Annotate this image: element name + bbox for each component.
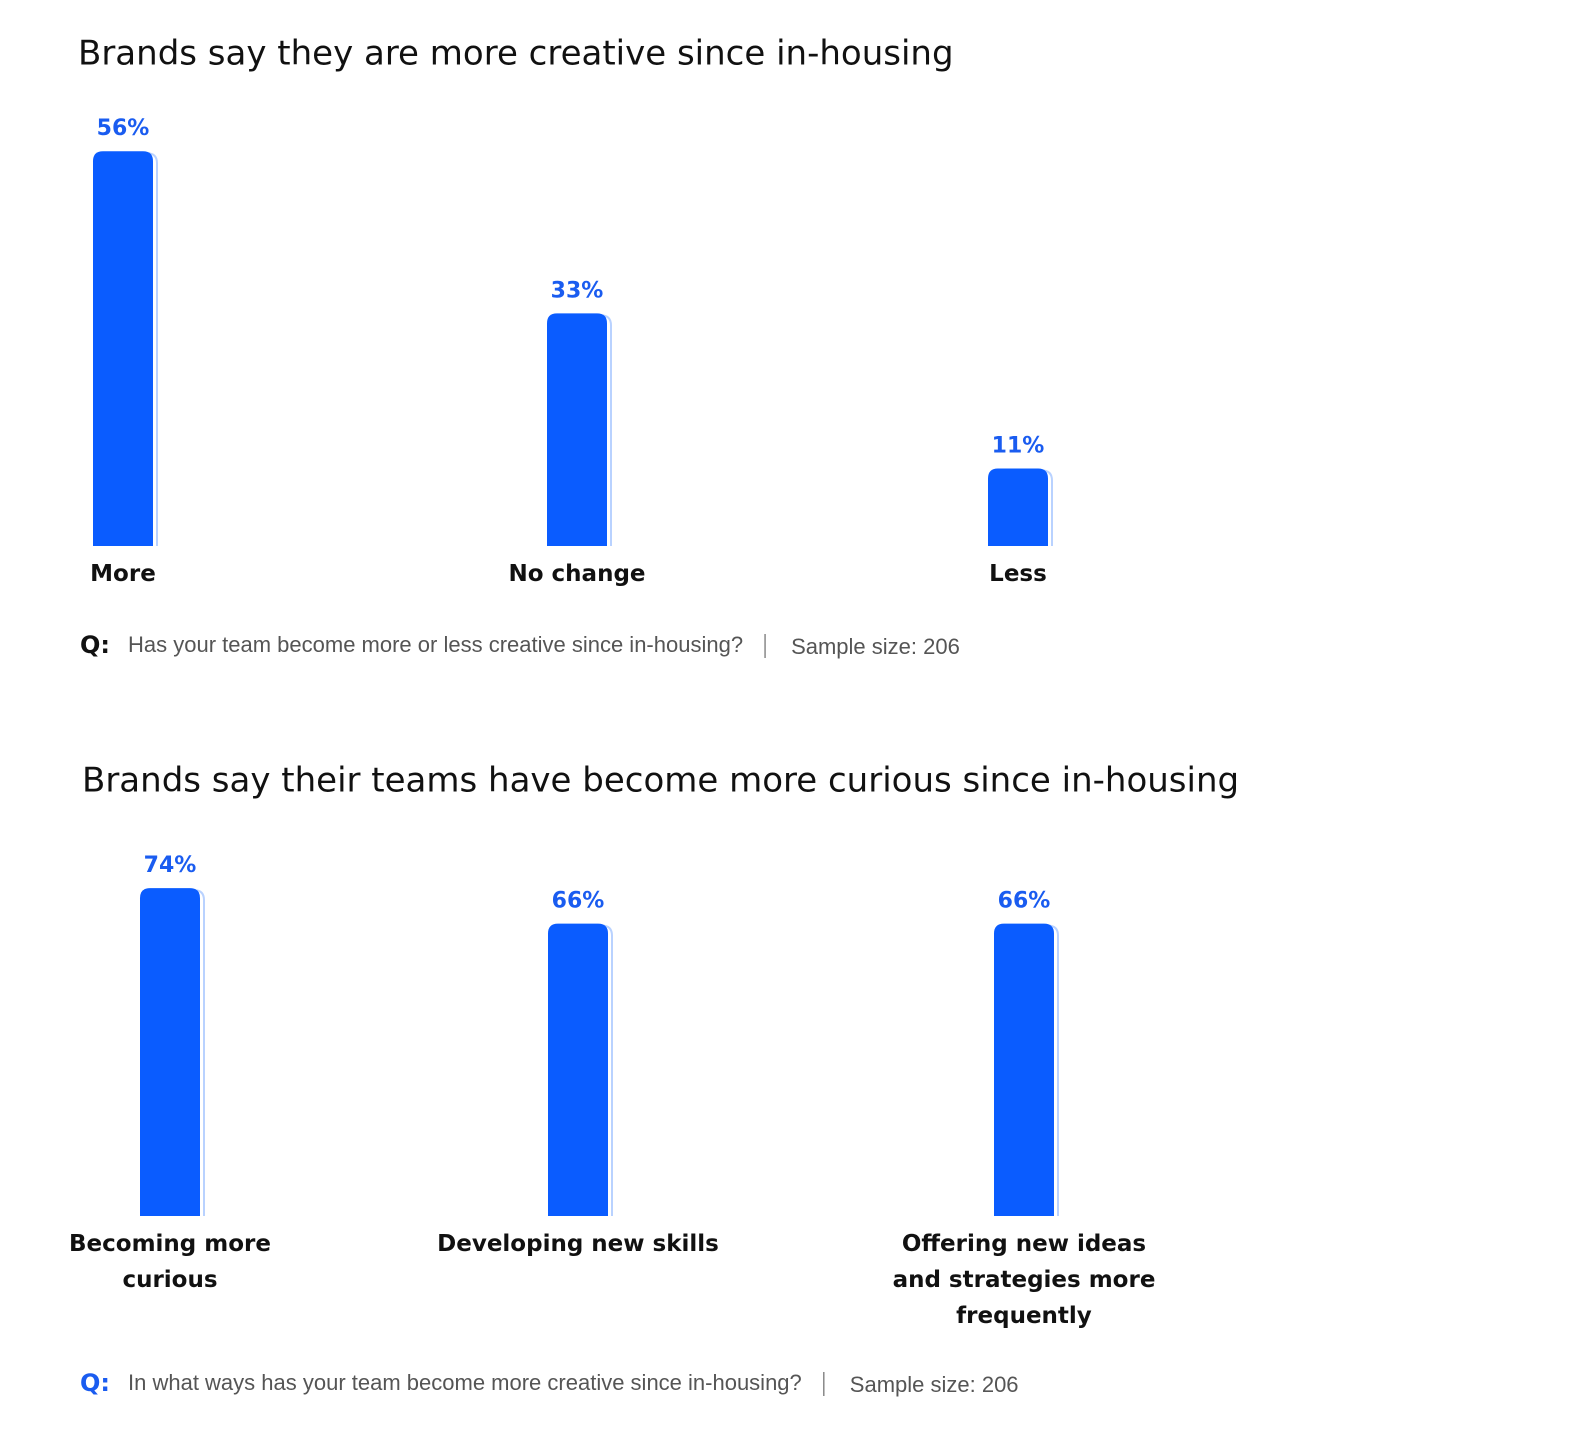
chart-title: Brands say their teams have become more … [82,761,1239,801]
bar [988,468,1048,546]
value-label: 33% [551,278,604,303]
question-marker: Q: [80,631,110,659]
category-label: Less [989,561,1047,587]
sample-size: Sample size: 206 [850,1372,1019,1397]
question: Has your team become more or less creati… [128,632,743,657]
value-label: 11% [992,433,1045,458]
bar [548,923,608,1216]
bar [547,313,607,546]
question: In what ways has your team become more c… [128,1370,802,1395]
sample-size: Sample size: 206 [791,634,960,659]
bar [994,923,1054,1216]
category-label: More [90,561,156,587]
value-label: 56% [97,116,150,141]
category-label: Offering new ideas and strategies more f… [892,1231,1156,1329]
value-label: 74% [144,853,197,878]
category-label: Developing new skills [437,1231,719,1257]
question-marker: Q: [80,1369,110,1397]
chart-title: Brands say they are more creative since … [78,34,954,74]
value-label: 66% [552,889,605,914]
category-label: No change [508,561,646,587]
value-label: 66% [998,889,1051,914]
category-label: Becoming more curious [69,1231,271,1293]
bar [140,888,200,1216]
bar [93,151,153,546]
